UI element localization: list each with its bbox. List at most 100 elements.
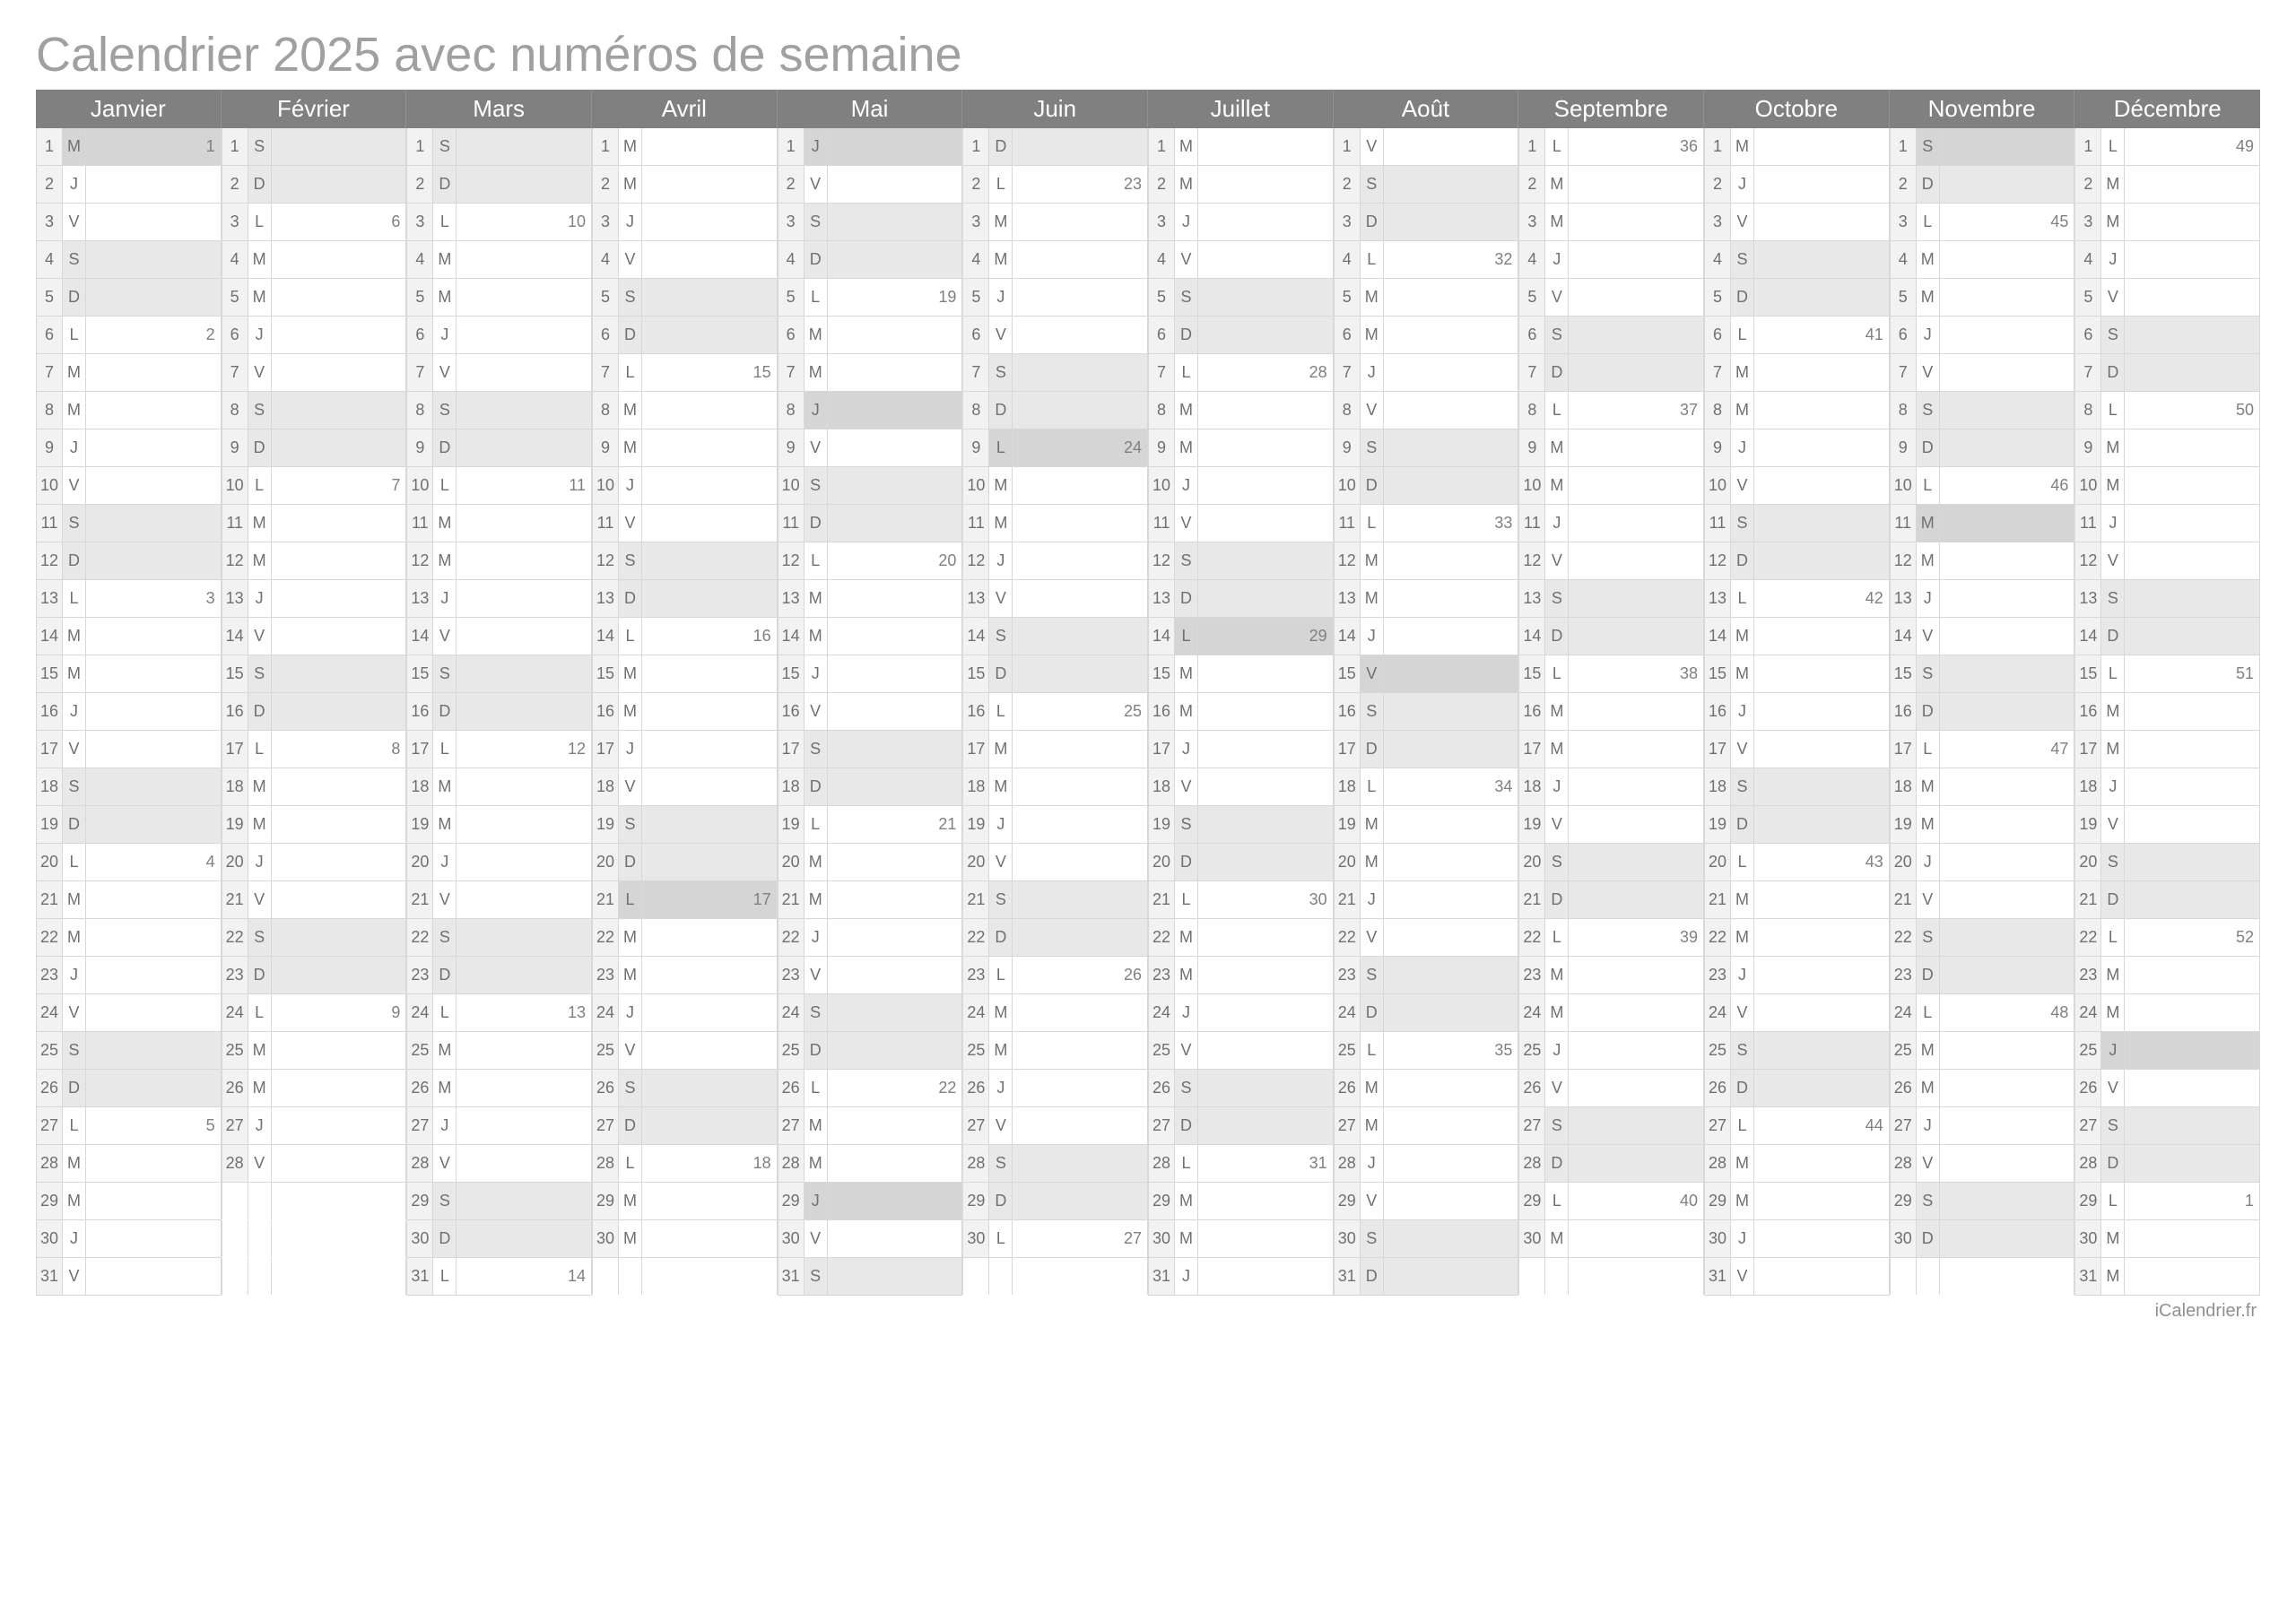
day-number: 27 <box>36 1107 63 1144</box>
day-number: 28 <box>962 1145 989 1182</box>
day-row: 13S <box>2074 580 2260 618</box>
day-row: 11M <box>406 505 592 542</box>
day-of-week: M <box>248 279 272 316</box>
day-of-week: M <box>1545 994 1569 1031</box>
day-row: 9M <box>592 429 778 467</box>
week-number-cell <box>828 204 963 240</box>
day-row: 16D <box>406 693 592 731</box>
week-number-cell <box>86 279 222 316</box>
day-of-week: M <box>1917 241 1940 278</box>
day-of-week: M <box>248 1032 272 1069</box>
week-number-cell <box>1569 580 1704 617</box>
day-of-week: S <box>989 881 1013 918</box>
day-number: 30 <box>1334 1220 1361 1257</box>
day-row: 23V <box>778 957 963 994</box>
day-row: 24L9 <box>222 994 407 1032</box>
day-number: 5 <box>1890 279 1917 316</box>
day-of-week: L <box>248 467 272 504</box>
day-number: 4 <box>406 241 433 278</box>
day-row: 21V <box>222 881 407 919</box>
day-number: 3 <box>1518 204 1545 240</box>
week-number-cell <box>1940 957 2075 993</box>
week-number-cell <box>1754 166 1890 203</box>
day-number: 21 <box>406 881 433 918</box>
day-number: 22 <box>1518 919 1545 956</box>
day-of-week: D <box>248 429 272 466</box>
day-of-week: J <box>1175 994 1198 1031</box>
week-number-cell <box>1569 354 1704 391</box>
day-row: 12J <box>962 542 1148 580</box>
week-number-cell <box>1940 881 2075 918</box>
day-of-week: M <box>63 354 86 391</box>
day-number: 10 <box>1148 467 1175 504</box>
day-number: 21 <box>778 881 804 918</box>
day-of-week: J <box>1917 580 1940 617</box>
day-row: 7D <box>1518 354 1704 392</box>
week-number-cell <box>1754 1258 1890 1295</box>
week-number-cell <box>1198 505 1334 542</box>
day-of-week: V <box>2101 1070 2125 1106</box>
week-number-cell <box>1754 994 1890 1031</box>
week-number-cell <box>1384 317 1519 353</box>
day-number: 4 <box>1518 241 1545 278</box>
day-row: 3L45 <box>1890 204 2075 241</box>
day-row: 19L21 <box>778 806 963 844</box>
day-of-week: V <box>1175 768 1198 805</box>
day-row: 6J <box>406 317 592 354</box>
day-of-week: M <box>1175 919 1198 956</box>
day-row: 21V <box>1890 881 2075 919</box>
day-row: 17D <box>1334 731 1519 768</box>
week-number-cell <box>2125 1070 2260 1106</box>
day-row: 19M <box>1890 806 2075 844</box>
day-of-week: S <box>1175 542 1198 579</box>
day-number: 14 <box>1704 618 1731 655</box>
day-row: 9S <box>1334 429 1519 467</box>
week-number-cell <box>2125 618 2260 655</box>
day-row: 7M <box>36 354 222 392</box>
day-number: 25 <box>1704 1032 1731 1069</box>
week-number-cell <box>1940 580 2075 617</box>
day-of-week: M <box>1917 505 1940 542</box>
week-number-cell <box>1198 580 1334 617</box>
day-of-week: M <box>63 1145 86 1182</box>
day-of-week: M <box>989 994 1013 1031</box>
day-number: 3 <box>1334 204 1361 240</box>
day-row: 28V <box>1890 1145 2075 1183</box>
day-row: 8L37 <box>1518 392 1704 429</box>
day-number: 17 <box>778 731 804 768</box>
day-number: 18 <box>1518 768 1545 805</box>
day-number: 24 <box>962 994 989 1031</box>
week-number-cell <box>86 392 222 429</box>
week-number-cell <box>86 1258 222 1295</box>
day-of-week: L <box>1175 881 1198 918</box>
day-number: 4 <box>2074 241 2101 278</box>
day-number: 28 <box>1704 1145 1731 1182</box>
day-row: 11V <box>592 505 778 542</box>
day-of-week: S <box>1917 392 1940 429</box>
day-row: 28V <box>406 1145 592 1183</box>
day-of-week: J <box>1731 693 1754 730</box>
day-row: 8S <box>406 392 592 429</box>
day-row: 19M <box>1334 806 1519 844</box>
week-number-cell <box>642 166 778 203</box>
day-row: 27J <box>406 1107 592 1145</box>
day-number: 29 <box>962 1183 989 1219</box>
week-number-cell: 50 <box>2125 392 2260 429</box>
day-row: 29S <box>406 1183 592 1220</box>
day-row: 27M <box>1334 1107 1519 1145</box>
day-number: 10 <box>592 467 619 504</box>
day-of-week: D <box>2101 354 2125 391</box>
day-of-week: L <box>989 957 1013 993</box>
day-number: 16 <box>592 693 619 730</box>
day-number: 16 <box>1704 693 1731 730</box>
day-number: 22 <box>1704 919 1731 956</box>
day-row: 1M1 <box>36 128 222 166</box>
day-number: 21 <box>592 881 619 918</box>
day-row: 31V <box>36 1258 222 1296</box>
day-of-week: L <box>989 166 1013 203</box>
day-row: 25J <box>1518 1032 1704 1070</box>
day-row: 30M <box>2074 1220 2260 1258</box>
day-number: 24 <box>778 994 804 1031</box>
day-number: 13 <box>406 580 433 617</box>
day-row: 10V <box>1704 467 1890 505</box>
